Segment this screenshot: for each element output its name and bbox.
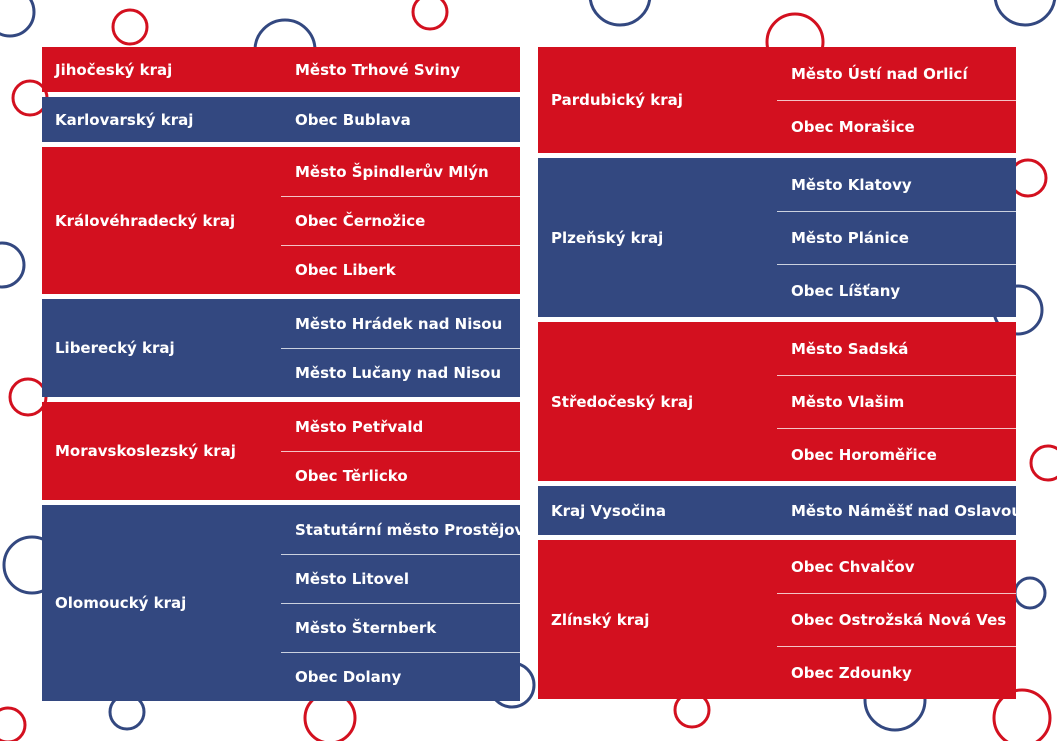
town-list: Město Petřvald Obec Těrlicko (281, 402, 520, 500)
region-group: Jihočeský kraj Město Trhové Sviny (42, 47, 520, 92)
town-list: Město Klatovy Město Plánice Obec Líšťany (777, 158, 1016, 317)
deco-circle (588, 0, 652, 27)
town-name: Město Petřvald (295, 417, 424, 436)
town-list: Obec Bublava (281, 97, 520, 142)
region-group: Středočeský kraj Město Sadská Město Vlašim… (538, 322, 1016, 481)
region-name: Jihočeský kraj (55, 60, 173, 79)
town-list: Město Sadská Město Vlašim Obec Horoměřice (777, 322, 1016, 481)
town-list: Obec Chvalčov Obec Ostrožská Nová Ves Obec… (777, 540, 1016, 699)
region-name: Olomoucký kraj (55, 594, 187, 612)
town-name: Město Plánice (777, 211, 1016, 264)
town-name: Město Litovel (281, 554, 525, 603)
town-name: Obec Dolany (281, 652, 525, 701)
region-name: Karlovarský kraj (55, 110, 194, 129)
town-name: Obec Bublava (295, 110, 411, 129)
deco-circle (0, 0, 36, 38)
town-name: Město Sadská (791, 339, 909, 358)
deco-circle (992, 688, 1052, 741)
region-group: Kraj Vysočina Město Náměšť nad Oslavou (538, 486, 1022, 535)
town-name: Město Trhové Sviny (295, 60, 461, 79)
town-name: Město Šternberk (281, 603, 525, 652)
town-name: Město Náměšť nad Oslavou (791, 501, 1022, 520)
town-name: Město Lučany nad Nisou (281, 348, 520, 397)
town-list: Město Hrádek nad Nisou Město Lučany nad N… (281, 299, 520, 397)
region-name: Kraj Vysočina (551, 501, 666, 520)
town-list: Město Náměšť nad Oslavou (777, 486, 1022, 535)
town-name: Obec Ostrožská Nová Ves (777, 593, 1016, 646)
region-name: Královéhradecký kraj (55, 211, 236, 230)
town-list: Město Trhové Sviny (281, 47, 520, 92)
region-group: Karlovarský kraj Obec Bublava (42, 97, 520, 142)
region-name: Plzeňský kraj (551, 228, 664, 247)
region-group: Moravskoslezský kraj Město Petřvald Obec T… (42, 402, 520, 500)
deco-circle (1029, 444, 1057, 482)
region-name: Zlínský kraj (551, 610, 650, 629)
town-name: Statutární město Prostějov (295, 520, 525, 539)
town-name: Obec Liberk (281, 245, 520, 294)
region-group: Zlínský kraj Obec Chvalčov Obec Ostrožská … (538, 540, 1016, 699)
deco-circle (411, 0, 449, 31)
deco-circle (1013, 576, 1047, 610)
region-name: Moravskoslezský kraj (55, 442, 236, 460)
deco-circle (0, 241, 26, 289)
town-name: Obec Horoměřice (777, 428, 1016, 481)
town-name: Město Vlašim (777, 375, 1016, 428)
deco-circle (0, 706, 27, 741)
region-name: Pardubický kraj (551, 91, 683, 109)
region-name: Středočeský kraj (551, 392, 694, 411)
town-list: Statutární město Prostějov Město Litovel M… (281, 505, 525, 701)
town-name: Obec Morašice (777, 100, 1016, 153)
town-name: Město Ústí nad Orlicí (791, 64, 968, 83)
region-group: Plzeňský kraj Město Klatovy Město Plánice O… (538, 158, 1016, 317)
left-region-column: Jihočeský kraj Město Trhové Sviny Karlovar… (42, 47, 525, 706)
town-name: Město Hrádek nad Nisou (295, 314, 503, 333)
right-region-column: Pardubický kraj Město Ústí nad Orlicí Obec… (538, 47, 1022, 704)
town-name: Obec Černožice (281, 196, 520, 245)
town-name: Město Špindlerův Mlýn (295, 162, 489, 181)
deco-circle (111, 8, 149, 46)
town-name: Město Klatovy (791, 175, 912, 194)
deco-circle (993, 0, 1057, 27)
region-group: Pardubický kraj Město Ústí nad Orlicí Obec… (538, 47, 1016, 153)
town-name: Obec Těrlicko (281, 451, 520, 500)
region-group: Olomoucký kraj Statutární město Prostějov… (42, 505, 525, 701)
town-name: Obec Zdounky (777, 646, 1016, 699)
town-list: Město Ústí nad Orlicí Obec Morašice (777, 47, 1016, 153)
region-group: Královéhradecký kraj Město Špindlerův Mlý… (42, 147, 520, 294)
town-name: Obec Líšťany (777, 264, 1016, 317)
region-group: Liberecký kraj Město Hrádek nad Nisou Měst… (42, 299, 520, 397)
town-name: Obec Chvalčov (791, 557, 915, 576)
deco-circle (8, 377, 48, 417)
region-name: Liberecký kraj (55, 339, 175, 357)
town-list: Město Špindlerův Mlýn Obec Černožice Obec … (281, 147, 520, 294)
